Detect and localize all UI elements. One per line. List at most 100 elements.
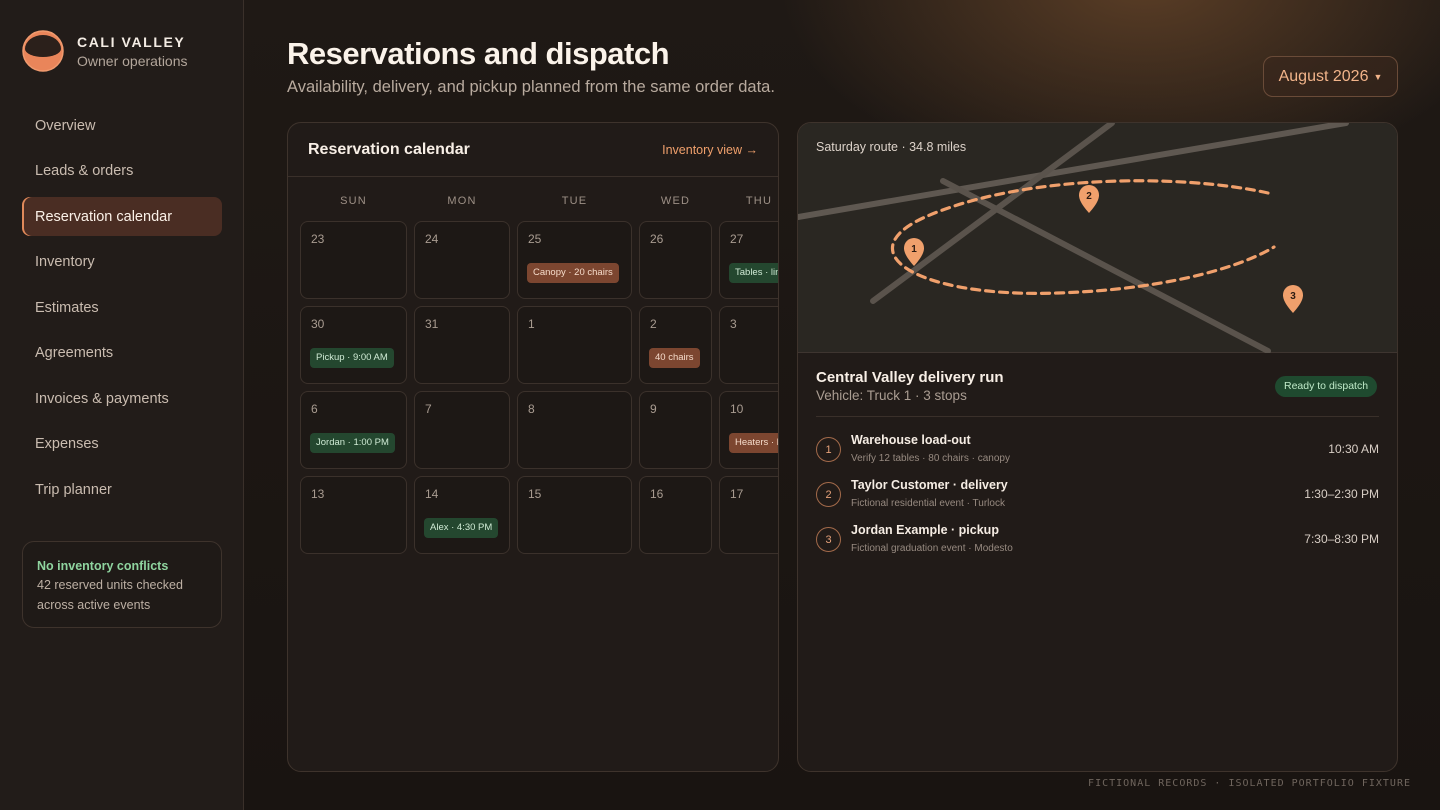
day-number: 13 bbox=[311, 487, 325, 501]
sidebar-item-expenses[interactable]: Expenses bbox=[35, 436, 99, 452]
page-title: Reservations and dispatch bbox=[287, 36, 670, 71]
reservation-calendar-panel: Reservation calendar Inventory view → SU… bbox=[287, 122, 779, 772]
sidebar-item-reservation-calendar[interactable]: Reservation calendar bbox=[22, 197, 222, 236]
day-number: 25 bbox=[528, 232, 542, 246]
map-pin-label: 1 bbox=[911, 244, 917, 255]
calendar-day-cell[interactable]: 15 bbox=[517, 476, 632, 554]
route-map-graphic: 1 2 3 bbox=[798, 123, 1349, 353]
route-map[interactable]: 1 2 3 Saturday route · 34.8 miles bbox=[798, 123, 1397, 353]
calendar-day-cell[interactable]: 3 bbox=[719, 306, 778, 384]
day-number: 1 bbox=[528, 317, 535, 331]
weekday-label: MON bbox=[447, 195, 477, 207]
stop-number: 1 bbox=[816, 437, 841, 462]
sidebar-item-inventory[interactable]: Inventory bbox=[35, 254, 95, 270]
day-number: 9 bbox=[650, 402, 657, 416]
day-number: 8 bbox=[528, 402, 535, 416]
map-pin-label: 2 bbox=[1086, 191, 1092, 202]
sidebar-item-invoices-payments[interactable]: Invoices & payments bbox=[35, 390, 169, 407]
calendar-day-cell[interactable]: 7 bbox=[414, 391, 510, 469]
page-subtitle: Availability, delivery, and pickup plann… bbox=[287, 78, 775, 96]
calendar-day-cell[interactable]: 27 Tables · linens bbox=[719, 221, 778, 299]
calendar-day-cell[interactable]: 24 bbox=[414, 221, 510, 299]
brand-subtitle: Owner operations bbox=[77, 52, 188, 69]
stop-description: Fictional graduation event · Modesto bbox=[851, 543, 1013, 554]
day-number: 31 bbox=[425, 317, 439, 331]
route-summary: Saturday route · 34.8 miles bbox=[816, 140, 967, 154]
sidebar-item-agreements[interactable]: Agreements bbox=[35, 345, 114, 361]
calendar-day-cell[interactable]: 8 bbox=[517, 391, 632, 469]
stop-time: 10:30 AM bbox=[1328, 442, 1379, 456]
map-pin-icon[interactable]: 3 bbox=[1283, 285, 1303, 313]
sidebar: CALI VALLEY Owner operations Overview Le… bbox=[0, 0, 244, 810]
day-number: 27 bbox=[730, 232, 744, 246]
stop-time: 1:30–2:30 PM bbox=[1304, 487, 1379, 501]
weekday-label: THU bbox=[745, 195, 773, 207]
run-title: Central Valley delivery run bbox=[816, 369, 1004, 386]
calendar-day-cell[interactable]: 26 bbox=[639, 221, 712, 299]
stop-number: 3 bbox=[816, 527, 841, 552]
stop-description: Fictional residential event · Turlock bbox=[851, 498, 1005, 509]
inventory-status-title: No inventory conflicts bbox=[37, 559, 169, 573]
divider bbox=[816, 416, 1379, 417]
dispatch-panel: 1 2 3 Saturday route · 34.8 miles Centra… bbox=[797, 122, 1398, 772]
sidebar-item-trip-planner[interactable]: Trip planner bbox=[35, 481, 112, 498]
sidebar-item-leads-orders[interactable]: Leads & orders bbox=[35, 163, 134, 179]
day-number: 30 bbox=[311, 317, 325, 331]
day-number: 16 bbox=[650, 487, 664, 501]
map-pin-label: 3 bbox=[1290, 291, 1296, 302]
day-number: 14 bbox=[425, 487, 439, 501]
map-pin-icon[interactable]: 2 bbox=[1079, 185, 1099, 213]
reservation-chip[interactable]: 40 chairs bbox=[649, 348, 700, 368]
reservation-chip[interactable]: Pickup · 9:00 AM bbox=[310, 348, 394, 368]
brand: CALI VALLEY Owner operations bbox=[22, 30, 188, 72]
calendar-day-cell[interactable]: 2 40 chairs bbox=[639, 306, 712, 384]
calendar-day-cell[interactable]: 30 Pickup · 9:00 AM bbox=[300, 306, 407, 384]
day-number: 15 bbox=[528, 487, 542, 501]
day-number: 24 bbox=[425, 232, 439, 246]
stop-item[interactable]: 1 Warehouse load-out Verify 12 tables · … bbox=[816, 432, 1379, 472]
month-selector-button[interactable]: August 2026 ▼ bbox=[1263, 56, 1398, 97]
stop-description: Verify 12 tables · 80 chairs · canopy bbox=[851, 453, 1010, 464]
reservation-chip[interactable]: Heaters · lights bbox=[729, 433, 778, 453]
reservation-chip[interactable]: Canopy · 20 chairs bbox=[527, 263, 619, 283]
reservation-chip[interactable]: Jordan · 1:00 PM bbox=[310, 433, 395, 453]
stop-item[interactable]: 3 Jordan Example · pickup Fictional grad… bbox=[816, 522, 1379, 562]
brand-name: CALI VALLEY bbox=[77, 33, 186, 50]
day-number: 23 bbox=[311, 232, 325, 246]
stop-number: 2 bbox=[816, 482, 841, 507]
calendar-day-cell[interactable]: 25 Canopy · 20 chairs bbox=[517, 221, 632, 299]
stop-title: Warehouse load-out bbox=[851, 433, 971, 447]
calendar-day-cell[interactable]: 9 bbox=[639, 391, 712, 469]
status-badge: Ready to dispatch bbox=[1275, 376, 1378, 397]
calendar-day-cell[interactable]: 17 bbox=[719, 476, 778, 554]
inventory-status-card: No inventory conflicts 42 reserved units… bbox=[22, 541, 222, 628]
stop-item[interactable]: 2 Taylor Customer · delivery Fictional r… bbox=[816, 477, 1379, 517]
calendar-day-cell[interactable]: 1 bbox=[517, 306, 632, 384]
calendar-day-cell[interactable]: 16 bbox=[639, 476, 712, 554]
day-number: 6 bbox=[311, 402, 318, 416]
inventory-view-link[interactable]: Inventory view → bbox=[662, 142, 758, 157]
day-number: 17 bbox=[730, 487, 744, 501]
weekday-label: WED bbox=[660, 195, 691, 207]
calendar-header: Reservation calendar Inventory view → bbox=[288, 123, 778, 177]
calendar-day-cell[interactable]: 14 Alex · 4:30 PM bbox=[414, 476, 510, 554]
sidebar-nav: Overview Leads & orders Reservation cale… bbox=[22, 106, 222, 516]
calendar-day-cell[interactable]: 13 bbox=[300, 476, 407, 554]
day-number: 2 bbox=[650, 317, 657, 331]
day-number: 3 bbox=[730, 317, 737, 331]
brand-logo-icon bbox=[22, 30, 64, 72]
calendar-day-cell[interactable]: 6 Jordan · 1:00 PM bbox=[300, 391, 407, 469]
calendar-day-cell[interactable]: 10 Heaters · lights bbox=[719, 391, 778, 469]
calendar-day-cell[interactable]: 31 bbox=[414, 306, 510, 384]
sidebar-item-estimates[interactable]: Estimates bbox=[35, 299, 99, 316]
map-pin-icon[interactable]: 1 bbox=[904, 238, 924, 266]
footer-note: FICTIONAL RECORDS · ISOLATED PORTFOLIO F… bbox=[1088, 778, 1411, 789]
reservation-chip[interactable]: Tables · linens bbox=[729, 263, 778, 283]
day-number: 7 bbox=[425, 402, 432, 416]
calendar-day-cell[interactable]: 23 bbox=[300, 221, 407, 299]
sidebar-item-overview[interactable]: Overview bbox=[35, 117, 96, 134]
month-selector-label: August 2026 bbox=[1278, 67, 1369, 85]
reservation-chip[interactable]: Alex · 4:30 PM bbox=[424, 518, 499, 538]
inventory-status-body: 42 reserved units checked across active … bbox=[37, 578, 183, 612]
calendar-title: Reservation calendar bbox=[308, 140, 470, 158]
